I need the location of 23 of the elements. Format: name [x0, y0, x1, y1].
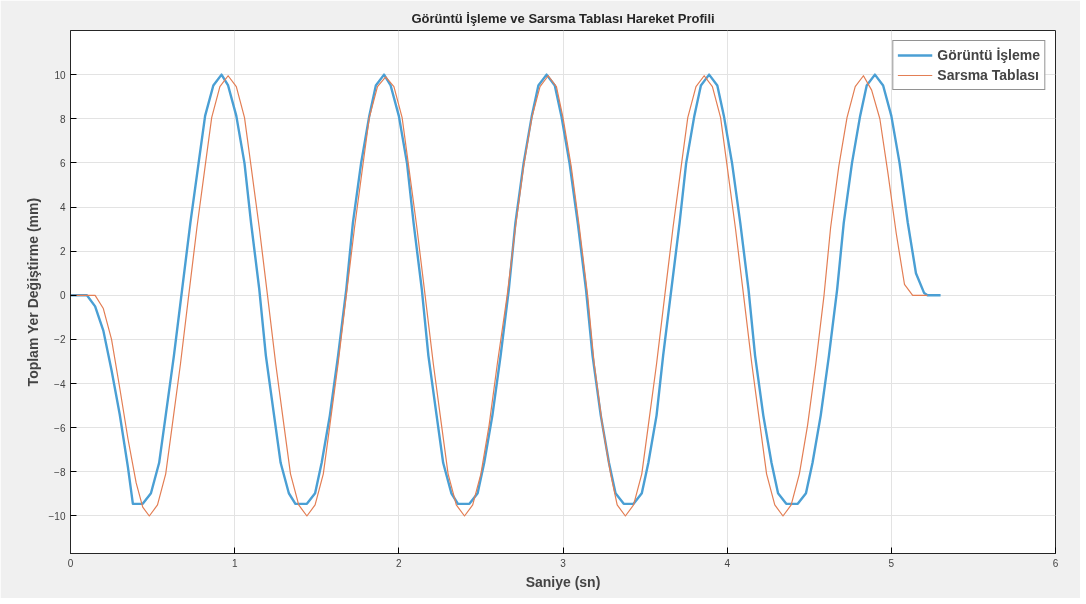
x-axis-title: Saniye (sn): [525, 573, 601, 590]
x-tick-label: 6: [1052, 557, 1059, 569]
y-tick-label: 8: [59, 113, 66, 125]
y-tick-label: 2: [59, 246, 66, 258]
y-tick-label: −2: [54, 334, 66, 346]
x-tick-label: 1: [231, 557, 238, 569]
y-axis-title: Toplam Yer Değiştirme (mm): [24, 197, 41, 387]
x-tick-label: 5: [888, 557, 895, 569]
chart-title: Görüntü İşleme ve Sarsma Tablası Hareket Profili: [411, 10, 715, 26]
legend-label: Sarsma Tablası: [937, 67, 1039, 83]
legend-label: Görüntü İşleme: [937, 47, 1040, 63]
x-tick-label: 3: [560, 557, 567, 569]
y-tick-label: −4: [54, 378, 66, 390]
y-tick-label: 0: [59, 290, 66, 302]
x-tick-label: 4: [724, 557, 731, 569]
y-tick-label: 10: [54, 69, 66, 81]
y-tick-label: −8: [54, 466, 66, 478]
y-tick-label: 6: [59, 157, 66, 169]
y-tick-label: 4: [59, 202, 66, 214]
y-tick-label: −10: [48, 510, 66, 522]
y-tick-label: −6: [54, 422, 66, 434]
x-tick-label: 2: [396, 557, 403, 569]
x-tick-label: 0: [67, 557, 74, 569]
